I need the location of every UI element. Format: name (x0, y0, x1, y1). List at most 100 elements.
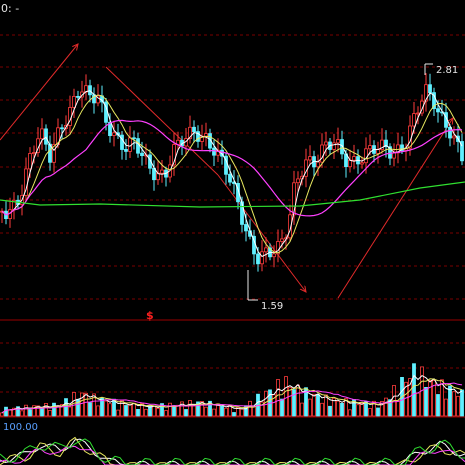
volume-bar (444, 398, 448, 417)
volume-bar (88, 402, 92, 417)
volume-bar (416, 392, 420, 417)
volume-bar (240, 408, 244, 417)
volume-bar (8, 409, 12, 417)
volume-bar (328, 405, 332, 417)
volume-bar (276, 379, 280, 417)
volume-bar (316, 394, 320, 417)
trend-line (105, 66, 219, 176)
volume-bar (320, 402, 324, 417)
candle-body (452, 135, 456, 139)
volume-bar (348, 409, 352, 417)
candle-body (112, 132, 116, 136)
volume-bar (64, 398, 68, 417)
candle-body (324, 141, 328, 146)
volume-bar (260, 401, 264, 417)
volume-bar (208, 400, 212, 417)
candle-body (416, 112, 420, 115)
ma120-line (0, 181, 465, 208)
low-price-label: 1.59 (261, 301, 283, 312)
candle-body (288, 214, 292, 239)
trend-line (217, 174, 306, 292)
candle-body (400, 144, 404, 151)
volume-bar (332, 397, 336, 417)
volume-bar (68, 406, 72, 417)
volume-bar (140, 403, 144, 417)
volume-bar (440, 379, 444, 417)
volume-bar (136, 408, 140, 417)
volume-bar (192, 405, 196, 417)
volume-bar (160, 403, 164, 417)
volume-bar (164, 410, 168, 417)
candle-body (420, 100, 424, 114)
volume-bar (40, 407, 44, 417)
candle-body (320, 144, 324, 163)
candle-body (380, 139, 384, 151)
price-gridlines (0, 34, 465, 300)
volume-bar (84, 392, 88, 417)
candle-body (428, 84, 432, 94)
indicator-line-1 (0, 438, 465, 465)
volume-bar (364, 401, 368, 417)
volume-bar (168, 402, 172, 417)
volume-bar (388, 399, 392, 417)
volume-bar (248, 400, 252, 417)
volume-bar (412, 363, 416, 417)
volume-bar (0, 412, 4, 417)
candle-body (256, 253, 260, 265)
volume-bar (204, 406, 208, 417)
volume-bar (200, 400, 204, 417)
volume-bar (16, 406, 20, 417)
volume-bar (12, 407, 16, 417)
candle-body (28, 153, 32, 170)
volume-bar (60, 404, 64, 417)
candle-body (340, 139, 344, 155)
volume-ma-lines (1, 374, 463, 414)
candle-body (264, 247, 268, 253)
volume-bar (44, 402, 48, 417)
volume-bar (284, 376, 288, 417)
volume-bar (124, 405, 128, 417)
volume-bar (128, 403, 132, 417)
volume-bar (252, 406, 256, 417)
candle-body (136, 138, 140, 154)
signal-marker: $ (146, 309, 154, 322)
volume-bar (396, 400, 400, 417)
volume-bar (152, 405, 156, 417)
volume-bar (288, 387, 292, 417)
candlestick-series (0, 73, 464, 272)
trend-line (0, 44, 78, 141)
candle-body (296, 178, 300, 184)
volume-bar (188, 400, 192, 417)
volume-bar (32, 405, 36, 417)
volume-bar (304, 387, 308, 417)
volume-bar (308, 398, 312, 417)
volume-bar (356, 404, 360, 417)
candle-body (332, 142, 336, 150)
volume-bar (48, 409, 52, 417)
volume-bar (264, 390, 268, 417)
volume-bar (340, 402, 344, 417)
volume-bar (196, 401, 200, 417)
volume-bar (236, 406, 240, 417)
candle-body (44, 128, 48, 145)
candle-body (336, 139, 340, 144)
candle-body (32, 152, 36, 155)
volume-bar (224, 407, 228, 417)
candle-body (436, 108, 440, 113)
candle-body (72, 96, 76, 108)
volume-bar (432, 379, 436, 417)
candle-body (124, 148, 128, 152)
volume-bar (132, 402, 136, 417)
volume-bar (96, 405, 100, 417)
indicator-line-4 (0, 438, 465, 465)
indicator-level-label: 100.00 (3, 422, 38, 433)
ma30-line (1, 119, 463, 217)
volume-bar (428, 379, 432, 417)
volume-bar (384, 397, 388, 417)
candle-body (204, 133, 208, 137)
volume-bar (228, 405, 232, 417)
candle-body (40, 128, 44, 140)
candle-body (52, 144, 56, 163)
candle-body (160, 169, 164, 174)
